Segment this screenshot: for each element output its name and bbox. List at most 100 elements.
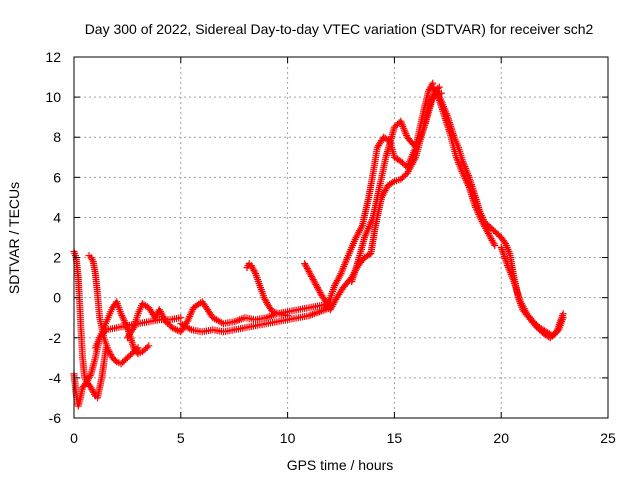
data-point <box>308 274 316 282</box>
data-point <box>504 263 512 271</box>
data-point <box>435 83 443 91</box>
data-point <box>301 260 309 268</box>
y-tick-label: 2 <box>53 250 61 266</box>
data-point <box>284 312 292 320</box>
y-tick-label: 4 <box>53 209 61 225</box>
series-track-f <box>177 304 334 336</box>
y-tick-label: 6 <box>53 169 61 185</box>
data-point <box>127 351 135 359</box>
data-point <box>117 360 125 368</box>
data-point <box>397 157 405 165</box>
data-point <box>138 348 146 356</box>
data-point <box>234 316 242 324</box>
y-tick-label: -4 <box>49 370 62 386</box>
data-point <box>145 342 153 350</box>
series-line <box>436 90 564 339</box>
chart-title: Day 300 of 2022, Sidereal Day-to-day VTE… <box>85 21 594 37</box>
data-point <box>305 312 313 320</box>
data-point <box>314 308 322 316</box>
data-point <box>249 265 257 273</box>
data-point <box>306 269 314 277</box>
data-series <box>70 79 567 410</box>
data-point <box>315 287 323 295</box>
x-tick-label: 20 <box>493 430 509 446</box>
data-point <box>461 175 469 183</box>
data-point <box>85 373 93 381</box>
data-point <box>170 325 178 333</box>
data-point <box>304 266 312 274</box>
data-point <box>168 324 176 332</box>
series-track-b <box>70 344 110 410</box>
data-point <box>474 209 482 217</box>
data-point <box>472 205 480 213</box>
data-point <box>142 345 150 353</box>
data-point <box>390 123 398 131</box>
data-point <box>531 319 539 327</box>
data-point <box>260 294 268 302</box>
data-point <box>314 285 322 293</box>
data-point <box>125 352 133 360</box>
y-tick-label: 0 <box>53 290 61 306</box>
data-point <box>311 279 319 287</box>
data-point <box>552 329 560 337</box>
data-point <box>509 274 517 282</box>
data-point <box>389 178 397 186</box>
data-point <box>104 346 112 354</box>
data-point <box>107 351 115 359</box>
series-line <box>329 86 440 310</box>
data-point <box>111 357 119 364</box>
series-track-a <box>70 248 185 386</box>
data-point <box>89 387 97 395</box>
data-point <box>251 268 259 276</box>
x-tick-label: 15 <box>387 430 403 446</box>
x-axis-label: GPS time / hours <box>287 457 394 473</box>
data-point <box>90 389 98 397</box>
data-point <box>491 242 499 249</box>
data-point <box>488 225 496 233</box>
data-point <box>532 321 540 329</box>
data-point <box>186 311 194 319</box>
data-point <box>129 325 137 333</box>
data-point <box>316 289 324 296</box>
data-point <box>309 276 317 284</box>
data-point <box>338 266 346 274</box>
data-point <box>105 347 113 355</box>
data-point <box>185 314 193 322</box>
data-point <box>263 299 271 306</box>
axis-ticks: 0 5 10 15 20 25 -6 -4 -2 0 2 4 6 8 10 12 <box>45 49 616 446</box>
data-point <box>559 314 567 322</box>
data-point <box>457 166 465 174</box>
y-tick-label: -2 <box>49 330 62 346</box>
data-point <box>119 358 127 366</box>
data-point <box>151 314 159 322</box>
series-track-m <box>429 83 499 249</box>
data-point <box>487 224 494 231</box>
data-point <box>312 280 320 288</box>
data-point <box>143 343 151 351</box>
data-point <box>183 318 191 326</box>
data-point <box>120 357 128 365</box>
data-point <box>343 255 351 263</box>
data-point <box>250 266 258 274</box>
x-tick-label: 0 <box>70 430 78 446</box>
data-point <box>476 212 484 220</box>
data-point <box>177 314 185 322</box>
data-point <box>397 175 405 183</box>
data-point <box>163 319 171 327</box>
data-point <box>432 88 440 96</box>
data-point <box>425 87 433 95</box>
y-axis-label: SDTVAR / TECUs <box>6 182 22 294</box>
data-point <box>247 262 255 270</box>
x-tick-label: 5 <box>177 430 185 446</box>
data-point <box>392 122 400 130</box>
data-point <box>262 297 270 305</box>
data-point <box>305 268 313 276</box>
y-tick-label: 12 <box>45 49 61 65</box>
data-point <box>152 312 160 320</box>
data-point <box>550 330 558 338</box>
data-point <box>140 346 148 354</box>
x-tick-label: 25 <box>600 430 616 446</box>
data-point <box>162 318 170 326</box>
data-point <box>314 284 321 292</box>
